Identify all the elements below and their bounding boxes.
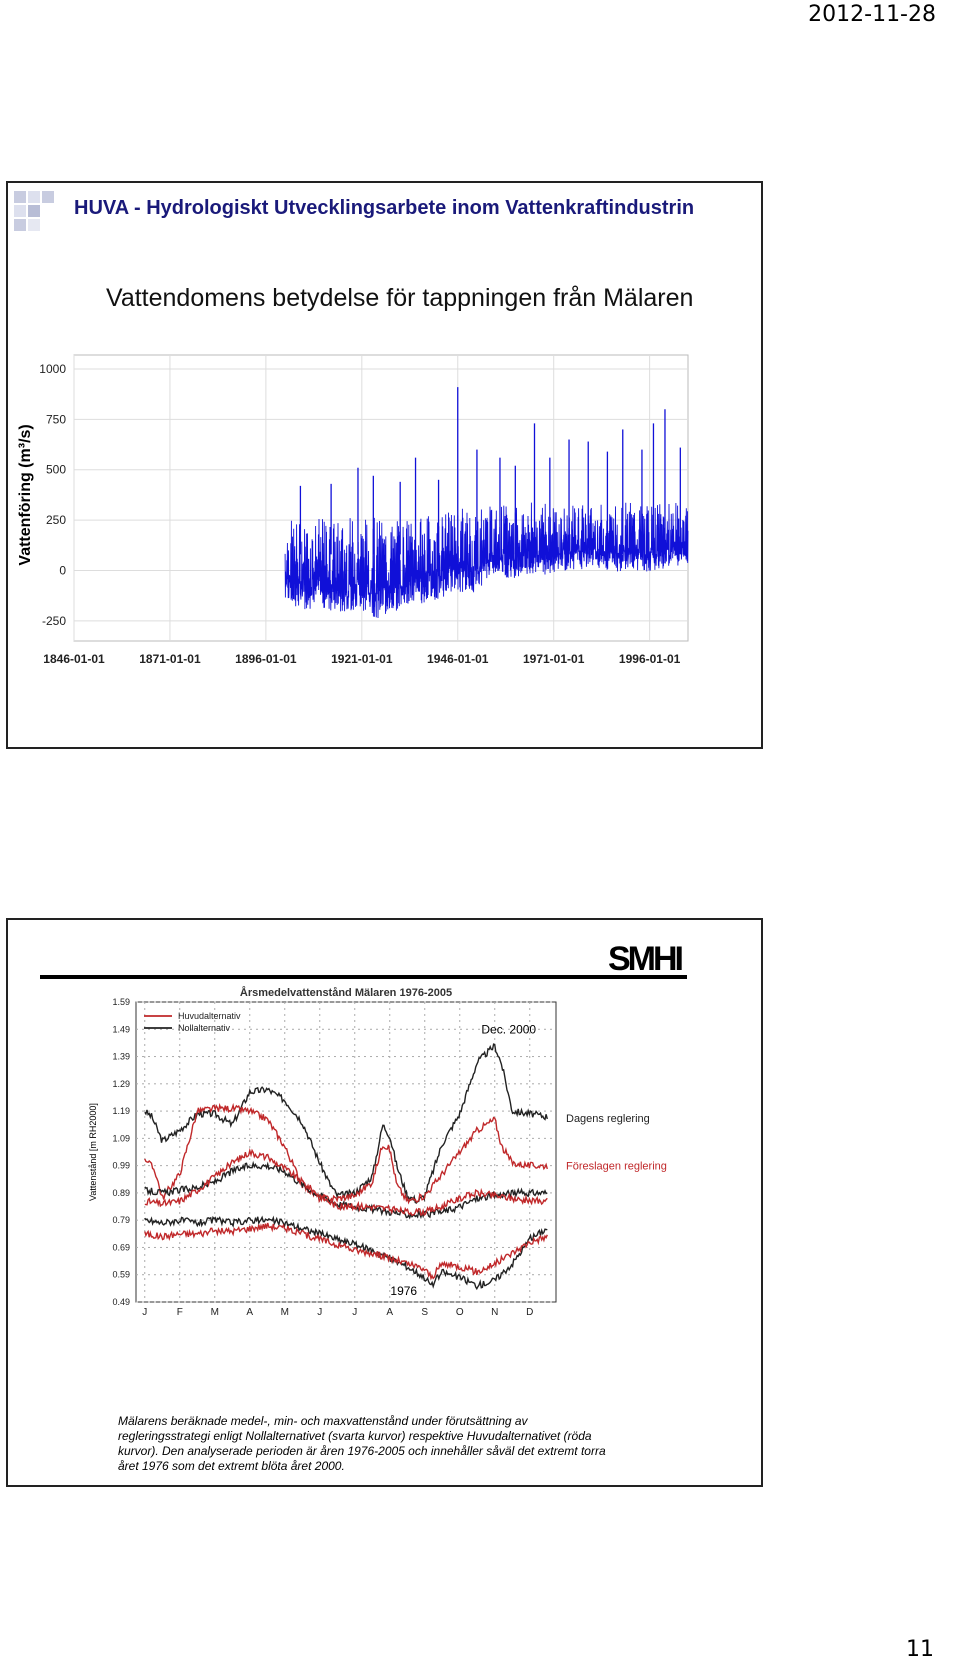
annotation-foreslagen: Föreslagen reglering — [566, 1161, 667, 1173]
slide-2: SMHI Årsmedelvattenstånd Mälaren 1976-20… — [6, 918, 763, 1487]
y-tick-label: 0.79 — [112, 1215, 130, 1225]
y-tick-label: 1.49 — [112, 1024, 130, 1034]
x-tick-label: 1896-01-01 — [235, 652, 297, 666]
y-axis-label: Vattenstånd [m RH2000] — [88, 1103, 98, 1201]
x-tick-label: A — [386, 1307, 393, 1318]
x-tick-label: M — [281, 1307, 289, 1318]
y-tick-label: 0.49 — [112, 1297, 130, 1307]
y-tick-label: 0.59 — [112, 1270, 130, 1280]
x-tick-label: 1846-01-01 — [43, 652, 105, 666]
y-tick-label: 1.29 — [112, 1079, 130, 1089]
x-tick-label: N — [491, 1307, 498, 1318]
header-squares-icon — [14, 191, 54, 231]
series-line — [144, 1222, 548, 1281]
caption-line: regleringsstrategi enligt Nollalternativ… — [118, 1429, 592, 1443]
x-tick-label: 1996-01-01 — [619, 652, 681, 666]
slide-header: HUVA - Hydrologiskt Utvecklingsarbete in… — [74, 197, 695, 219]
annotation-dagens: Dagens reglering — [566, 1113, 650, 1125]
x-tick-label: D — [526, 1307, 533, 1318]
y-tick-label: 750 — [46, 412, 66, 426]
x-tick-label: J — [352, 1307, 357, 1318]
x-tick-label: A — [246, 1307, 253, 1318]
x-tick-label: J — [142, 1307, 147, 1318]
y-tick-label: 0.89 — [112, 1188, 130, 1198]
x-tick-label: 1921-01-01 — [331, 652, 393, 666]
x-tick-label: S — [421, 1307, 428, 1318]
slide-title: Vattendomens betydelse för tappningen fr… — [106, 284, 694, 312]
y-tick-label: 0.99 — [112, 1161, 130, 1171]
plot-area — [135, 1001, 557, 1303]
series-line — [144, 1102, 548, 1205]
x-tick-label: J — [317, 1307, 322, 1318]
flow-chart: 1000 750 500 250 0 -250 1846-01-01 1871-01-01 18… — [17, 354, 689, 666]
y-tick-label: 0 — [59, 563, 66, 577]
x-tick-label: 1971-01-01 — [523, 652, 585, 666]
figure-caption: Mälarens beräknade medel-, min- och maxv… — [118, 1414, 678, 1474]
chart-title: Årsmedelvattenstånd Mälaren 1976-2005 — [240, 986, 452, 999]
slide-1: HUVA - Hydrologiskt Utvecklingsarbete in… — [6, 181, 763, 749]
x-tick-label: M — [211, 1307, 219, 1318]
smhi-logo: SMHI — [40, 940, 687, 979]
y-tick-label: 500 — [46, 463, 66, 477]
annotation-1976: 1976 — [390, 1284, 417, 1298]
discharge-series — [284, 502, 689, 619]
svg-text:SMHI: SMHI — [608, 940, 683, 978]
series-line — [144, 1215, 548, 1291]
x-tick-label: 1871-01-01 — [139, 652, 201, 666]
water-level-chart: Årsmedelvattenstånd Mälaren 1976-2005 1.5… — [88, 986, 667, 1318]
annotation-dec2000: Dec. 2000 — [481, 1022, 536, 1036]
y-tick-label: 1.59 — [112, 997, 130, 1007]
x-tick-label: O — [456, 1307, 464, 1318]
y-axis-label: Vattenföring (m³/s) — [17, 424, 34, 565]
legend-label: Huvudalternativ — [178, 1011, 241, 1021]
y-tick-label: -250 — [42, 614, 66, 628]
y-tick-label: 1.09 — [112, 1133, 130, 1143]
y-tick-label: 0.69 — [112, 1242, 130, 1252]
y-tick-label: 1.39 — [112, 1052, 130, 1062]
page-date: 2012-11-28 — [808, 2, 936, 27]
y-tick-label: 1000 — [39, 362, 66, 376]
y-tick-label: 1.19 — [112, 1106, 130, 1116]
caption-line: kurvor). Den analyserade perioden är åre… — [118, 1444, 606, 1458]
x-tick-label: 1946-01-01 — [427, 652, 489, 666]
series-line — [144, 1147, 548, 1217]
series-line — [144, 1043, 548, 1204]
page-number: 11 — [906, 1637, 934, 1662]
caption-line: året 1976 som det extremt blöta året 200… — [118, 1459, 345, 1473]
y-tick-label: 250 — [46, 513, 66, 527]
legend-label: Nollalternativ — [178, 1023, 231, 1033]
x-tick-label: F — [177, 1307, 183, 1318]
caption-line: Mälarens beräknade medel-, min- och maxv… — [118, 1414, 528, 1428]
